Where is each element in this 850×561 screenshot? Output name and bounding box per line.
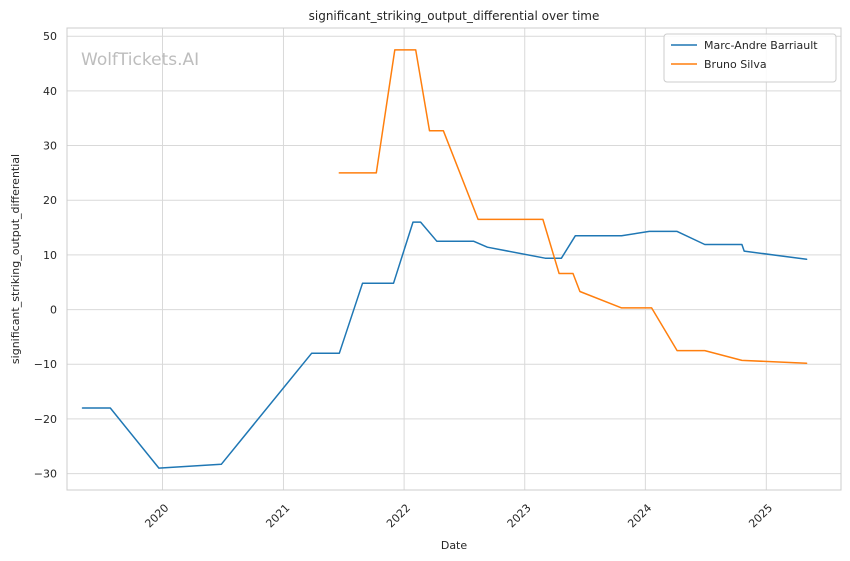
y-tick-label: −20 (34, 413, 57, 426)
legend-label: Bruno Silva (704, 58, 767, 71)
series-line-marc-andre-barriault (81, 221, 808, 469)
plot-frame (66, 27, 842, 491)
watermark: WolfTickets.AI (81, 50, 199, 70)
x-tick-label: 2025 (746, 501, 775, 530)
y-tick-label: −30 (34, 468, 57, 481)
y-tick-label: 20 (43, 194, 57, 207)
x-axis-title: Date (441, 539, 468, 552)
y-tick-label: 50 (43, 30, 57, 43)
x-tick-label: 2020 (142, 501, 171, 530)
y-tick-label: 30 (43, 140, 57, 153)
x-axis-ticks: 2020 2021 2022 2023 2024 2025 (142, 501, 775, 530)
legend-label: Marc-Andre Barriault (704, 39, 818, 52)
chart-title: significant_striking_output_differential… (309, 9, 600, 23)
x-tick-label: 2024 (625, 501, 654, 530)
x-tick-label: 2023 (505, 501, 534, 530)
grid (67, 28, 841, 490)
y-axis-title: significant_striking_output_differential (9, 154, 22, 364)
legend-box (663, 33, 837, 83)
x-tick-label: 2021 (263, 501, 292, 530)
y-tick-label: 0 (50, 304, 57, 317)
series-lines (81, 49, 808, 469)
y-tick-label: −10 (34, 358, 57, 371)
x-tick-label: 2022 (384, 501, 413, 530)
series-line-bruno-silva (338, 49, 808, 364)
y-tick-label: 40 (43, 85, 57, 98)
legend: Marc-Andre Barriault Bruno Silva (663, 33, 837, 83)
y-axis-ticks: −30 −20 −10 0 10 20 30 40 50 (34, 30, 57, 480)
y-tick-label: 10 (43, 249, 57, 262)
